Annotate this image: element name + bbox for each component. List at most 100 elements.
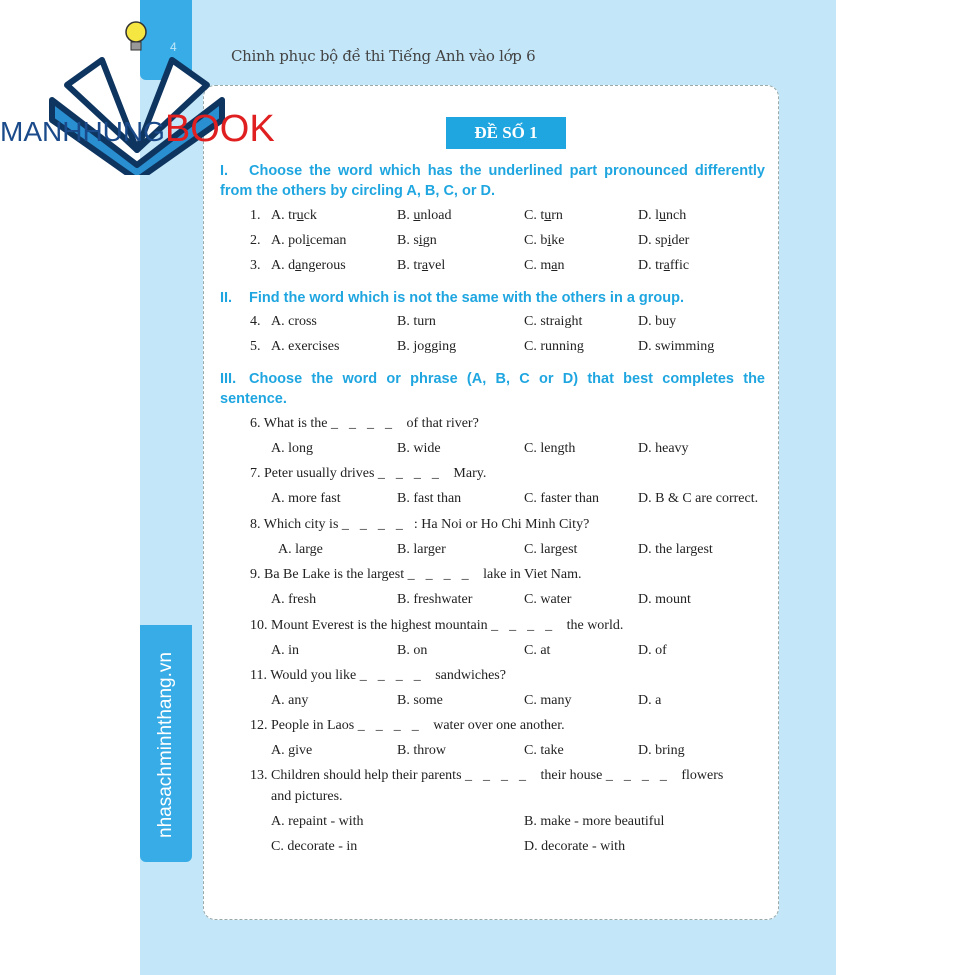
answer-blank[interactable]: ____ bbox=[377, 466, 450, 481]
answer-option[interactable]: C. water bbox=[524, 592, 571, 608]
option-text: D. B & C are correct. bbox=[638, 491, 759, 506]
answer-option[interactable]: C. man bbox=[524, 258, 564, 274]
answer-option[interactable]: A. any bbox=[271, 693, 308, 709]
section-number: III. bbox=[220, 371, 237, 387]
option-text: A. long bbox=[271, 441, 313, 456]
question-number: 4. bbox=[250, 314, 261, 329]
question-number: 2. bbox=[250, 233, 261, 248]
answer-option[interactable]: B. throw bbox=[397, 743, 446, 759]
answer-option[interactable]: C. largest bbox=[524, 542, 577, 558]
option-text: C. take bbox=[524, 743, 564, 758]
option-text: B. bbox=[397, 208, 414, 223]
question-stem: 9. Ba Be Lake is the largest ____ lake i… bbox=[250, 567, 582, 583]
answer-option[interactable]: D. B & C are correct. bbox=[638, 491, 758, 507]
answer-option[interactable]: D. swimming bbox=[638, 339, 714, 355]
option-text: D. heavy bbox=[638, 441, 689, 456]
answer-option[interactable]: B. travel bbox=[397, 258, 445, 274]
answer-blank[interactable]: ____ bbox=[331, 416, 404, 431]
answer-option[interactable]: A. large bbox=[278, 542, 323, 558]
answer-option[interactable]: B. fast than bbox=[397, 491, 461, 507]
option-text: D. bring bbox=[638, 743, 685, 758]
answer-option[interactable]: D. mount bbox=[638, 592, 691, 608]
answer-option[interactable]: C. running bbox=[524, 339, 584, 355]
answer-option[interactable]: B. sign bbox=[397, 233, 437, 249]
question-stem: 7. Peter usually drives ____ Mary. bbox=[250, 466, 486, 482]
answer-option[interactable]: C. turn bbox=[524, 208, 563, 224]
answer-option[interactable]: A. dangerous bbox=[271, 258, 346, 274]
question-number: 1. bbox=[250, 208, 261, 223]
answer-option[interactable]: B. wide bbox=[397, 441, 441, 457]
answer-option[interactable]: A. more fast bbox=[271, 491, 341, 507]
answer-option[interactable]: B. turn bbox=[397, 314, 436, 330]
underlined-letter: i bbox=[418, 233, 423, 248]
underlined-letter: a bbox=[551, 258, 558, 273]
answer-option[interactable]: D. traffic bbox=[638, 258, 689, 274]
answer-option[interactable]: D. decorate - with bbox=[524, 839, 625, 855]
option-text: B. wide bbox=[397, 441, 441, 456]
answer-option[interactable]: B. larger bbox=[397, 542, 446, 558]
answer-option[interactable]: A. truck bbox=[271, 208, 317, 224]
answer-option[interactable]: B. some bbox=[397, 693, 443, 709]
answer-option[interactable]: B. freshwater bbox=[397, 592, 472, 608]
answer-option[interactable]: A. fresh bbox=[271, 592, 316, 608]
option-text: B. freshwater bbox=[397, 592, 473, 607]
underlined-letter: u bbox=[659, 208, 666, 223]
answer-option[interactable]: C. decorate - in bbox=[271, 839, 357, 855]
answer-option[interactable]: A. exercises bbox=[271, 339, 339, 355]
answer-option[interactable]: D. spider bbox=[638, 233, 689, 249]
answer-blank[interactable]: ____ bbox=[407, 567, 480, 582]
option-text: B. jogging bbox=[397, 339, 457, 354]
stem-text: sandwiches? bbox=[431, 668, 506, 683]
question-stem: 11. Would you like ____ sandwiches? bbox=[250, 668, 506, 684]
answer-option[interactable]: A. give bbox=[271, 743, 312, 759]
underlined-letter: u bbox=[296, 208, 304, 223]
option-text: D. tr bbox=[638, 258, 664, 273]
option-text: A. exercises bbox=[271, 339, 340, 354]
answer-blank[interactable]: ____ bbox=[465, 768, 538, 783]
underlined-letter: a bbox=[295, 258, 302, 273]
answer-blank[interactable]: ____ bbox=[357, 718, 430, 733]
option-text: gn bbox=[422, 233, 437, 248]
underlined-letter: a bbox=[663, 258, 670, 273]
answer-option[interactable]: C. many bbox=[524, 693, 571, 709]
option-text: B. larger bbox=[397, 542, 446, 557]
answer-option[interactable]: C. bike bbox=[524, 233, 564, 249]
answer-option[interactable]: A. in bbox=[271, 643, 299, 659]
answer-option[interactable]: D. of bbox=[638, 643, 667, 659]
answer-option[interactable]: D. a bbox=[638, 693, 661, 709]
answer-option[interactable]: A. cross bbox=[271, 314, 317, 330]
answer-option[interactable]: C. straight bbox=[524, 314, 582, 330]
answer-option[interactable]: C. length bbox=[524, 441, 575, 457]
answer-blank[interactable]: ____ bbox=[359, 668, 432, 683]
answer-option[interactable]: A. repaint - with bbox=[271, 814, 364, 830]
answer-option[interactable]: C. at bbox=[524, 643, 550, 659]
option-text: vel bbox=[428, 258, 446, 273]
answer-option[interactable]: D. bring bbox=[638, 743, 685, 759]
section-text: Choose the word or phrase (A, B, C or D)… bbox=[220, 371, 765, 407]
question-number: 5. bbox=[250, 339, 261, 354]
stem-text: Mary. bbox=[449, 466, 487, 481]
answer-option[interactable]: B. jogging bbox=[397, 339, 456, 355]
answer-option[interactable]: D. lunch bbox=[638, 208, 686, 224]
option-text: B. some bbox=[397, 693, 443, 708]
answer-blank[interactable]: ____ bbox=[605, 768, 678, 783]
answer-option[interactable]: B. make - more beautiful bbox=[524, 814, 664, 830]
option-text: C. length bbox=[524, 441, 576, 456]
answer-option[interactable]: C. faster than bbox=[524, 491, 599, 507]
answer-blank[interactable]: ____ bbox=[341, 517, 414, 532]
answer-option[interactable]: D. the largest bbox=[638, 542, 713, 558]
option-text: B. on bbox=[397, 643, 428, 658]
answer-option[interactable]: C. take bbox=[524, 743, 564, 759]
stem-text: of that river? bbox=[403, 416, 479, 431]
question-stem: 8. Which city is ____: Ha Noi or Ho Chi … bbox=[250, 517, 589, 533]
answer-option[interactable]: A. long bbox=[271, 441, 313, 457]
stem-text: Which city is bbox=[263, 517, 342, 532]
answer-option[interactable]: B. on bbox=[397, 643, 427, 659]
answer-option[interactable]: A. policeman bbox=[271, 233, 346, 249]
answer-option[interactable]: B. unload bbox=[397, 208, 451, 224]
answer-option[interactable]: D. heavy bbox=[638, 441, 689, 457]
answer-blank[interactable]: ____ bbox=[491, 618, 564, 633]
option-text: A. fresh bbox=[271, 592, 317, 607]
answer-option[interactable]: D. buy bbox=[638, 314, 676, 330]
exam-title: ĐỀ SỐ 1 bbox=[446, 117, 566, 149]
